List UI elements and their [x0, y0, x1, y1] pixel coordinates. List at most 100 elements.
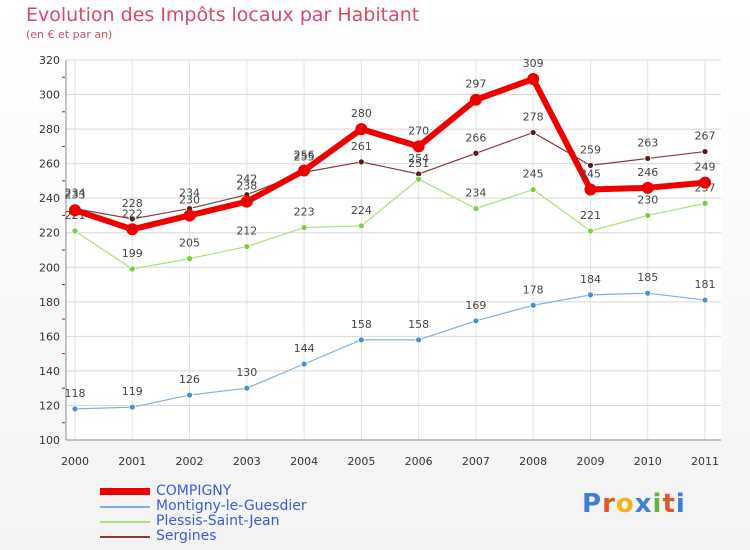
logo-letter: x [634, 489, 653, 519]
data-label: 221 [580, 209, 601, 222]
data-label: 158 [351, 318, 372, 331]
data-point [527, 73, 540, 85]
x-tick-label: 2008 [519, 455, 547, 468]
logo-letter: i [675, 489, 686, 519]
y-tick-label: 180 [39, 296, 60, 309]
data-label: 199 [122, 247, 143, 260]
data-point [243, 243, 251, 250]
data-point [128, 265, 136, 273]
data-point [128, 403, 136, 411]
data-label: 256 [294, 149, 315, 162]
data-point [357, 336, 365, 344]
logo-letter: t [662, 489, 676, 519]
y-tick-label: 160 [39, 330, 60, 343]
data-point [644, 155, 652, 162]
data-label: 126 [179, 373, 200, 386]
data-label: 251 [408, 157, 429, 170]
logo-letter: i [652, 489, 663, 519]
x-tick-label: 2007 [462, 455, 490, 468]
data-label: 261 [351, 140, 372, 153]
chart-subtitle: (en € et par an) [26, 28, 113, 41]
data-point [415, 336, 423, 344]
data-point [357, 222, 365, 230]
data-point [415, 175, 423, 183]
data-point [641, 181, 654, 194]
data-point [240, 195, 253, 208]
chart-legend: COMPIGNY Montigny-le-Guesdier Plessis-Sain… [100, 484, 307, 544]
y-tick-label: 320 [39, 54, 60, 67]
data-label: 270 [408, 124, 429, 137]
x-tick-label: 2001 [118, 455, 146, 468]
series-line [72, 76, 708, 233]
data-point [472, 205, 480, 212]
x-tick-label: 2011 [691, 455, 719, 468]
data-point [587, 291, 594, 299]
data-label: 178 [523, 283, 544, 296]
x-tick-label: 2005 [347, 455, 375, 468]
data-label: 266 [465, 131, 486, 144]
data-point [412, 140, 425, 153]
series-line [74, 292, 706, 410]
data-point [300, 360, 308, 368]
data-point [701, 199, 709, 207]
x-tick-label: 2009 [576, 455, 604, 468]
x-tick-label: 2002 [176, 455, 204, 468]
data-label: 242 [236, 173, 257, 186]
data-point [584, 183, 597, 196]
legend-swatch [100, 505, 150, 508]
plot-area [66, 60, 721, 440]
data-point [469, 93, 482, 106]
data-point [186, 255, 193, 263]
data-point [186, 391, 193, 399]
legend-swatch [100, 535, 150, 538]
data-point [701, 148, 709, 155]
y-tick-label: 220 [39, 227, 60, 240]
x-tick-label: 2004 [290, 455, 318, 468]
data-label: 309 [523, 57, 544, 70]
data-label: 259 [580, 143, 601, 156]
data-label: 130 [236, 366, 257, 379]
data-label: 280 [351, 107, 372, 120]
series-line [74, 131, 706, 220]
data-point [529, 301, 537, 309]
x-tick-label: 2003 [233, 455, 261, 468]
data-point [472, 317, 480, 325]
data-point [71, 405, 79, 413]
legend-label: Montigny-le-Guesdier [156, 498, 307, 514]
data-point [529, 129, 537, 136]
data-label: 245 [580, 168, 601, 181]
y-tick-label: 140 [39, 365, 60, 378]
y-tick-label: 100 [39, 434, 60, 447]
data-label: 254 [408, 152, 429, 165]
legend-item: Montigny-le-Guesdier [100, 499, 307, 514]
legend-label: COMPIGNY [156, 483, 232, 499]
data-label: 222 [122, 207, 143, 220]
data-point [300, 224, 308, 231]
legend-swatch [100, 520, 150, 523]
data-point [126, 223, 139, 236]
data-label: 249 [695, 161, 716, 174]
y-tick-label: 120 [39, 399, 60, 412]
chart-title: Evolution des Impôts locaux par Habitant [26, 4, 420, 26]
data-label: 230 [179, 193, 200, 206]
data-label: 223 [294, 206, 315, 219]
y-tick-label: 240 [39, 192, 60, 205]
data-point [128, 215, 136, 223]
data-label: 238 [236, 180, 257, 193]
x-tick-label: 2010 [634, 455, 662, 468]
data-label: 278 [523, 111, 544, 124]
y-tick-label: 260 [39, 158, 60, 171]
data-label: 267 [695, 130, 716, 143]
data-label: 246 [637, 166, 658, 179]
data-label: 230 [637, 193, 658, 206]
data-label: 233 [65, 188, 86, 201]
y-tick-label: 200 [39, 261, 60, 274]
data-label: 169 [465, 299, 486, 312]
legend-item: COMPIGNY [100, 484, 307, 499]
data-label: 205 [179, 237, 200, 250]
logo-letter: o [615, 489, 635, 519]
data-label: 118 [65, 387, 86, 400]
data-point [69, 204, 81, 217]
